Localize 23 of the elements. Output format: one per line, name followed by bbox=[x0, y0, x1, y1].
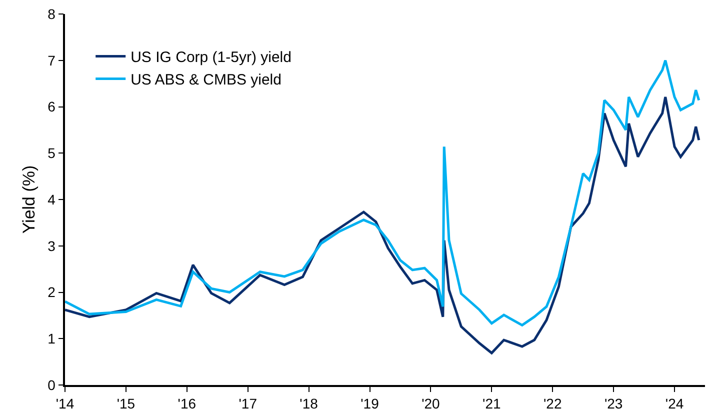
x-tick-label: '15 bbox=[116, 396, 136, 412]
y-tick-label: 8 bbox=[48, 6, 56, 22]
legend-label: US IG Corp (1-5yr) yield bbox=[130, 49, 292, 66]
x-tick-label: '17 bbox=[238, 396, 258, 412]
x-tick-label: '20 bbox=[422, 396, 440, 412]
y-tick-label: 4 bbox=[48, 191, 56, 208]
y-tick-label: 5 bbox=[48, 145, 56, 162]
x-tick-label: '14 bbox=[56, 396, 74, 412]
y-axis-title: Yield (%) bbox=[20, 165, 39, 234]
y-tick-label: 3 bbox=[48, 238, 56, 254]
x-tick-label: '18 bbox=[300, 396, 318, 412]
x-tick-label: '16 bbox=[178, 396, 196, 412]
x-tick-label: '21 bbox=[482, 396, 502, 412]
x-tick-label: '22 bbox=[543, 396, 562, 412]
y-tick-label: 1 bbox=[48, 330, 56, 347]
x-tick-label: '23 bbox=[604, 396, 623, 412]
legend-label: US ABS & CMBS yield bbox=[130, 72, 282, 89]
x-tick-label: '24 bbox=[665, 396, 684, 412]
y-tick-label: 6 bbox=[48, 98, 56, 115]
x-tick-label: '19 bbox=[360, 396, 380, 412]
y-tick-label: 7 bbox=[48, 52, 56, 68]
y-tick-label: 2 bbox=[48, 284, 56, 300]
y-tick-label: 0 bbox=[48, 376, 56, 393]
